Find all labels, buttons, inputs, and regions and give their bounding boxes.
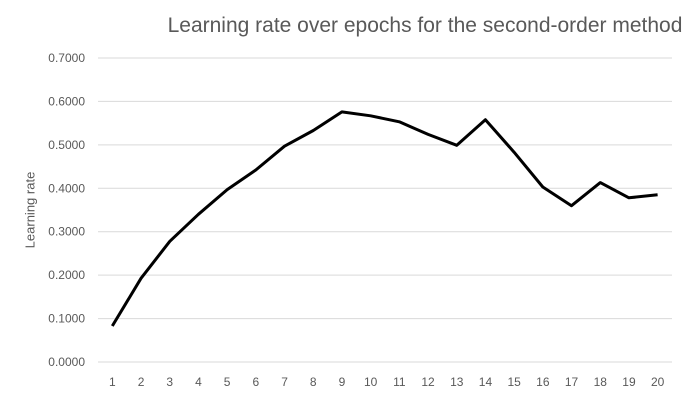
gridlines	[98, 57, 672, 363]
x-tick-label: 8	[310, 375, 317, 389]
x-tick-label: 9	[339, 375, 346, 389]
x-tick-label: 10	[364, 375, 378, 389]
y-tick-label: 0.5000	[48, 138, 85, 152]
y-tick-label: 0.3000	[48, 225, 85, 239]
x-tick-label: 20	[651, 375, 665, 389]
x-tick-label: 17	[565, 375, 579, 389]
x-tick-label: 11	[393, 375, 406, 389]
y-tick-label: 0.0000	[48, 355, 85, 369]
x-tick-label: 5	[224, 375, 231, 389]
y-tick-label: 0.4000	[48, 181, 85, 195]
x-tick-label: 13	[450, 375, 464, 389]
x-tick-label: 7	[281, 375, 288, 389]
series-group	[111, 110, 658, 327]
x-tick-labels: 1 2 3 4 5 6 7 8 9 10 11 12 13 14 15 16 17 18 19 20	[109, 375, 665, 389]
x-tick-label: 6	[253, 375, 260, 389]
x-tick-label: 18	[594, 375, 608, 389]
y-tick-label: 0.2000	[48, 268, 85, 282]
x-tick-label: 12	[421, 375, 435, 389]
series-line	[111, 110, 658, 327]
x-tick-label: 2	[138, 375, 145, 389]
x-tick-label: 14	[479, 375, 493, 389]
x-tick-label: 4	[195, 375, 202, 389]
y-tick-label: 0.6000	[48, 94, 85, 108]
x-tick-label: 15	[507, 375, 521, 389]
chart-title: Learning rate over epochs for the second…	[167, 14, 683, 37]
y-tick-label: 0.7000	[48, 51, 85, 65]
x-tick-label: 3	[166, 375, 173, 389]
x-tick-label: 16	[536, 375, 550, 389]
x-tick-label: 1	[109, 375, 116, 389]
y-tick-label: 0.1000	[48, 312, 85, 326]
y-tick-labels: 0.0000 0.1000 0.2000 0.3000 0.4000 0.5000 0.60…	[48, 51, 85, 369]
x-tick-label: 19	[622, 375, 636, 389]
